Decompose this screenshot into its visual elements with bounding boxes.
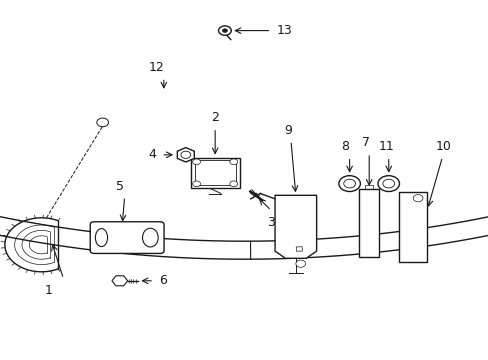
Circle shape [377,176,399,192]
Circle shape [192,181,200,186]
Text: 2: 2 [211,111,219,124]
Text: 5: 5 [116,180,123,193]
FancyBboxPatch shape [358,189,379,257]
Text: 11: 11 [378,140,393,153]
Text: 4: 4 [148,148,156,161]
Text: 12: 12 [148,61,164,74]
Polygon shape [296,247,302,251]
Ellipse shape [95,229,107,247]
FancyBboxPatch shape [194,161,235,185]
Text: 9: 9 [284,124,292,137]
Circle shape [222,29,227,32]
Text: 3: 3 [267,216,275,229]
Text: 10: 10 [435,140,451,153]
FancyBboxPatch shape [90,222,164,253]
Ellipse shape [142,228,158,247]
Polygon shape [293,245,305,253]
Text: 6: 6 [159,274,166,287]
Text: 7: 7 [361,136,369,149]
Circle shape [338,176,360,192]
FancyBboxPatch shape [398,192,427,262]
Circle shape [229,159,237,165]
FancyBboxPatch shape [190,158,239,188]
Circle shape [295,260,305,267]
Circle shape [97,118,108,127]
Circle shape [343,179,355,188]
Text: 1: 1 [45,284,53,297]
Text: 8: 8 [340,140,348,153]
Circle shape [181,151,190,158]
Circle shape [192,159,200,165]
Polygon shape [274,195,316,258]
Text: 13: 13 [276,24,291,37]
FancyBboxPatch shape [365,185,372,189]
Circle shape [229,181,237,186]
Circle shape [218,26,231,35]
Circle shape [382,179,394,188]
Circle shape [412,194,422,202]
